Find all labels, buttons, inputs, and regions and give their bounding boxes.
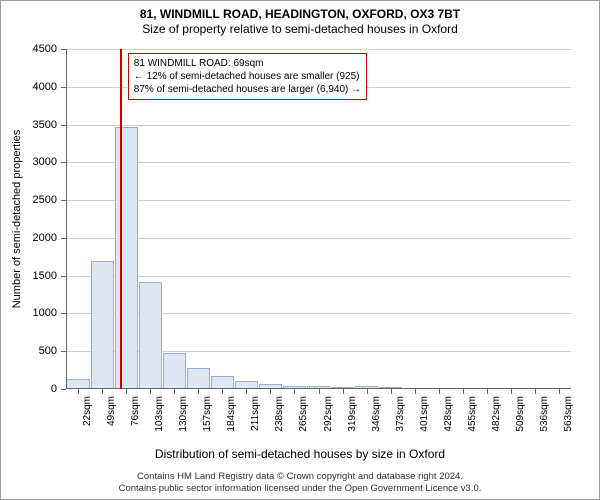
- x-tick-label: 265sqm: [298, 396, 309, 432]
- x-tick: [463, 389, 464, 394]
- y-tick: [61, 389, 66, 390]
- x-tick-label: 103sqm: [154, 396, 165, 432]
- x-tick: [487, 389, 488, 394]
- x-tick: [126, 389, 127, 394]
- y-tick: [61, 351, 66, 352]
- x-tick: [294, 389, 295, 394]
- x-tick-label: 401sqm: [419, 396, 430, 432]
- x-tick-label: 211sqm: [250, 396, 261, 431]
- info-box: 81 WINDMILL ROAD: 69sqm ← 12% of semi-de…: [128, 53, 367, 100]
- y-tick: [61, 238, 66, 239]
- x-tick-label: 238sqm: [274, 396, 285, 432]
- x-tick: [391, 389, 392, 394]
- x-tick-label: 76sqm: [130, 396, 141, 426]
- x-tick-label: 22sqm: [82, 396, 93, 426]
- x-tick: [319, 389, 320, 394]
- x-tick: [367, 389, 368, 394]
- chart-container: 81, WINDMILL ROAD, HEADINGTON, OXFORD, O…: [0, 0, 600, 500]
- x-tick: [246, 389, 247, 394]
- marker-line: [120, 49, 122, 389]
- histogram-bar: [187, 368, 210, 389]
- x-tick: [511, 389, 512, 394]
- plot-area: 81 WINDMILL ROAD: 69sqm ← 12% of semi-de…: [66, 49, 571, 389]
- y-tick-label: 3000: [7, 156, 57, 168]
- x-tick-label: 509sqm: [515, 396, 526, 432]
- chart-title: 81, WINDMILL ROAD, HEADINGTON, OXFORD, O…: [1, 7, 599, 21]
- x-tick: [415, 389, 416, 394]
- histogram-bar: [115, 127, 138, 389]
- y-tick-label: 4000: [7, 81, 57, 93]
- grid-line: [66, 49, 571, 50]
- y-tick-label: 0: [7, 383, 57, 395]
- y-tick: [61, 125, 66, 126]
- histogram-bar: [91, 261, 114, 389]
- grid-line: [66, 162, 571, 163]
- x-tick: [439, 389, 440, 394]
- y-tick-label: 4500: [7, 43, 57, 55]
- footer-line-1: Contains HM Land Registry data © Crown c…: [1, 471, 599, 483]
- chart-subtitle: Size of property relative to semi-detach…: [1, 22, 599, 36]
- y-tick-label: 3500: [7, 119, 57, 131]
- x-tick: [198, 389, 199, 394]
- x-tick: [78, 389, 79, 394]
- y-tick-label: 1500: [7, 270, 57, 282]
- footer: Contains HM Land Registry data © Crown c…: [1, 471, 599, 495]
- info-line-1: 81 WINDMILL ROAD: 69sqm: [134, 57, 361, 70]
- y-tick: [61, 200, 66, 201]
- x-tick-label: 428sqm: [443, 396, 454, 432]
- histogram-bar: [163, 353, 186, 389]
- y-tick: [61, 313, 66, 314]
- x-tick: [222, 389, 223, 394]
- x-tick-label: 482sqm: [491, 396, 502, 432]
- y-tick: [61, 162, 66, 163]
- y-axis-line: [66, 49, 67, 389]
- y-tick-label: 2000: [7, 232, 57, 244]
- grid-line: [66, 238, 571, 239]
- x-tick-label: 157sqm: [202, 396, 213, 432]
- y-tick-label: 500: [7, 345, 57, 357]
- histogram-bar: [139, 282, 162, 389]
- x-tick-label: 130sqm: [178, 396, 189, 432]
- grid-line: [66, 125, 571, 126]
- x-tick: [150, 389, 151, 394]
- y-tick: [61, 276, 66, 277]
- x-tick-label: 49sqm: [106, 396, 117, 426]
- y-tick: [61, 49, 66, 50]
- x-tick-label: 455sqm: [467, 396, 478, 432]
- x-tick: [102, 389, 103, 394]
- x-tick: [174, 389, 175, 394]
- info-line-3: 87% of semi-detached houses are larger (…: [134, 83, 361, 96]
- info-line-2: ← 12% of semi-detached houses are smalle…: [134, 70, 361, 83]
- x-tick-label: 346sqm: [371, 396, 382, 432]
- x-tick-label: 373sqm: [395, 396, 406, 432]
- x-tick-label: 319sqm: [347, 396, 358, 432]
- x-tick-label: 536sqm: [539, 396, 550, 432]
- x-tick: [343, 389, 344, 394]
- grid-line: [66, 276, 571, 277]
- footer-line-2: Contains public sector information licen…: [1, 483, 599, 495]
- x-tick-label: 563sqm: [563, 396, 574, 432]
- x-axis-label: Distribution of semi-detached houses by …: [1, 447, 599, 461]
- x-tick-label: 184sqm: [226, 396, 237, 432]
- x-tick: [270, 389, 271, 394]
- x-tick: [535, 389, 536, 394]
- y-tick: [61, 87, 66, 88]
- x-tick-label: 292sqm: [323, 396, 334, 432]
- y-tick-label: 1000: [7, 307, 57, 319]
- y-tick-label: 2500: [7, 194, 57, 206]
- grid-line: [66, 200, 571, 201]
- x-tick: [559, 389, 560, 394]
